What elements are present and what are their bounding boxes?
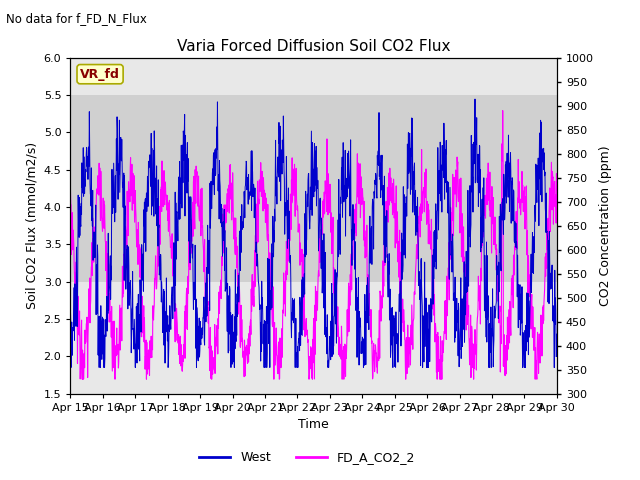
Text: VR_fd: VR_fd [80,68,120,81]
Title: Varia Forced Diffusion Soil CO2 Flux: Varia Forced Diffusion Soil CO2 Flux [177,39,451,54]
X-axis label: Time: Time [298,418,329,431]
Y-axis label: CO2 Concentration (ppm): CO2 Concentration (ppm) [600,145,612,306]
Text: No data for f_FD_N_Flux: No data for f_FD_N_Flux [6,12,147,25]
Y-axis label: Soil CO2 Flux (mmol/m2/s): Soil CO2 Flux (mmol/m2/s) [25,142,38,309]
Legend: West, FD_A_CO2_2: West, FD_A_CO2_2 [194,446,420,469]
Bar [70,95,557,282]
